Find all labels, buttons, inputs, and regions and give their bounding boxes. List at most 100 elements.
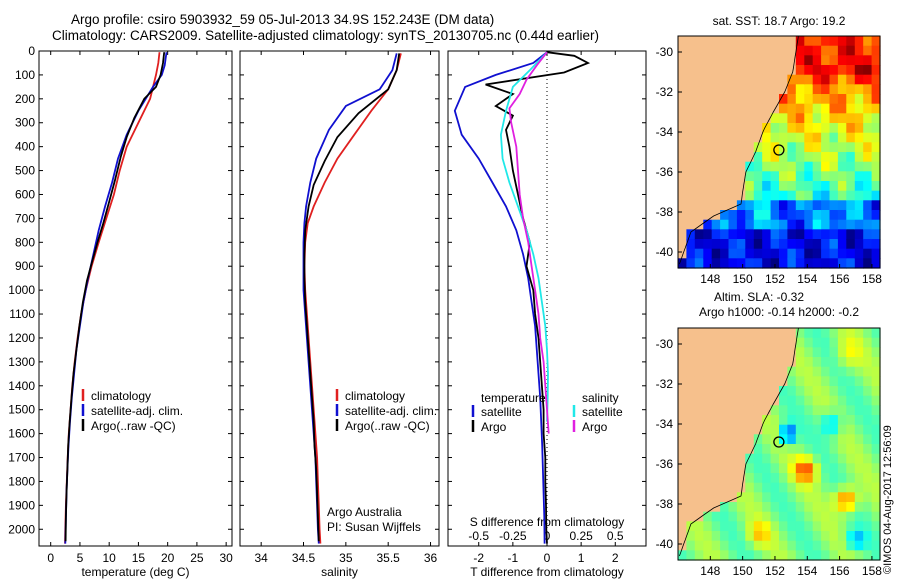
land-cell	[678, 84, 687, 95]
field-cell	[821, 328, 831, 339]
land-cell	[720, 482, 730, 493]
field-cell	[812, 229, 822, 240]
field-cell	[795, 161, 805, 172]
sla-map-title-line2: Argo h1000: -0.14 h2000: -0.2	[699, 305, 859, 319]
field-cell	[812, 200, 822, 211]
land-cell	[770, 328, 780, 339]
land-cell	[711, 113, 721, 124]
field-cell	[762, 239, 772, 250]
y-tick-label: 900	[15, 259, 35, 273]
field-cell	[829, 366, 839, 377]
land-cell	[703, 94, 713, 105]
land-cell	[694, 376, 704, 387]
field-cell	[846, 531, 856, 542]
land-cell	[711, 132, 721, 143]
field-cell	[863, 210, 873, 221]
field-cell	[846, 84, 856, 95]
field-cell	[745, 161, 755, 172]
sla-map-title-line1: Altim. SLA: -0.32	[714, 290, 804, 304]
field-cell	[854, 36, 864, 47]
land-cell	[770, 347, 780, 358]
field-cell	[779, 258, 788, 269]
field-cell	[863, 366, 873, 377]
field-cell	[779, 132, 788, 143]
land-cell	[779, 328, 788, 339]
land-cell	[686, 123, 696, 134]
field-cell	[795, 36, 805, 47]
field-cell	[787, 171, 797, 182]
field-cell	[787, 376, 797, 387]
land-cell	[736, 36, 746, 47]
field-cell	[762, 424, 772, 435]
land-cell	[745, 152, 755, 163]
field-cell	[821, 424, 831, 435]
land-cell	[779, 36, 788, 47]
field-cell	[837, 181, 847, 192]
land-cell	[753, 55, 763, 66]
land-cell	[694, 328, 704, 339]
land-cell	[787, 337, 797, 348]
legend-title-salinity: salinity	[582, 391, 619, 405]
field-cell	[821, 258, 831, 269]
field-cell	[854, 239, 864, 250]
land-cell	[703, 123, 713, 134]
land-cell	[745, 405, 755, 416]
field-cell	[762, 219, 772, 230]
field-cell	[821, 248, 831, 259]
land-cell	[711, 84, 721, 95]
field-cell	[736, 492, 746, 503]
field-cell	[829, 113, 839, 124]
field-cell	[837, 65, 847, 76]
field-cell	[787, 74, 797, 85]
land-cell	[745, 55, 755, 66]
land-cell	[720, 55, 730, 66]
land-cell	[678, 521, 687, 532]
field-cell	[846, 103, 856, 114]
field-cell	[837, 142, 847, 153]
land-cell	[728, 366, 738, 377]
land-cell	[762, 347, 772, 358]
field-cell	[854, 540, 864, 551]
field-cell	[854, 65, 864, 76]
field-cell	[812, 492, 822, 503]
field-cell	[804, 463, 814, 474]
field-cell	[871, 463, 881, 474]
land-cell	[720, 161, 730, 172]
field-cell	[863, 328, 873, 339]
land-cell	[720, 444, 730, 455]
land-cell	[686, 337, 696, 348]
field-cell	[779, 473, 788, 484]
land-cell	[678, 463, 687, 474]
field-cell	[829, 386, 839, 397]
land-cell	[711, 347, 721, 358]
field-cell	[694, 239, 704, 250]
field-cell	[804, 181, 814, 192]
field-cell	[821, 142, 831, 153]
land-cell	[736, 473, 746, 484]
land-cell	[678, 492, 687, 503]
land-cell	[711, 55, 721, 66]
field-cell	[812, 210, 822, 221]
land-cell	[728, 453, 738, 464]
land-cell	[694, 55, 704, 66]
field-cell	[770, 219, 780, 230]
field-cell	[787, 424, 797, 435]
field-cell	[728, 540, 738, 551]
land-cell	[703, 376, 713, 387]
field-cell	[753, 190, 763, 201]
land-cell	[728, 84, 738, 95]
field-cell	[745, 473, 755, 484]
land-cell	[686, 219, 696, 230]
land-cell	[694, 142, 704, 153]
field-cell	[753, 152, 763, 163]
field-cell	[736, 550, 746, 561]
land-cell	[745, 395, 755, 406]
field-cell	[854, 424, 864, 435]
field-cell	[837, 84, 847, 95]
field-cell	[770, 511, 780, 522]
field-cell	[854, 405, 864, 416]
field-cell	[779, 239, 788, 250]
field-cell	[787, 132, 797, 143]
land-cell	[736, 55, 746, 66]
field-cell	[846, 424, 856, 435]
